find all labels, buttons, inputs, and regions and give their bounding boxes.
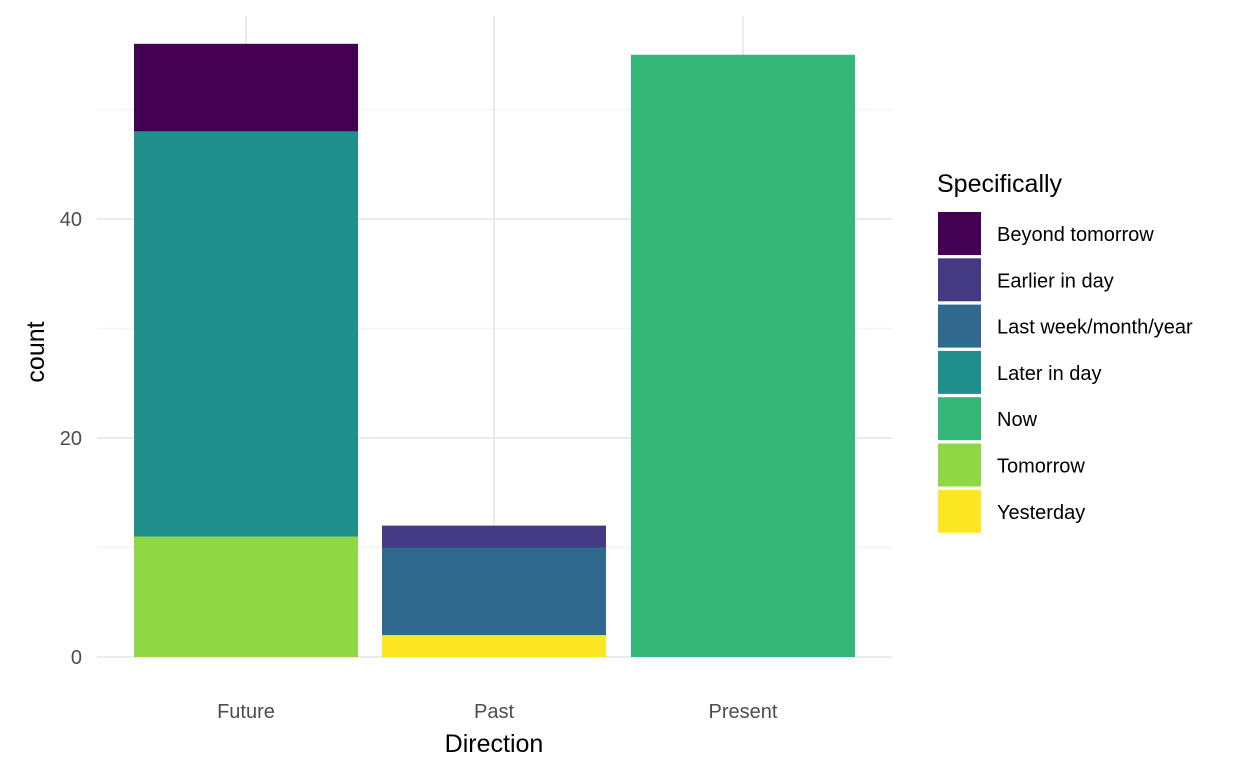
legend-label-tomorrow: Tomorrow bbox=[997, 456, 1085, 478]
y-tick-label: 40 bbox=[60, 209, 82, 231]
legend-key-earlier-in-day bbox=[938, 258, 981, 302]
y-axis-title: count bbox=[22, 321, 50, 382]
legend-key-now bbox=[938, 397, 981, 441]
legend-key-last-week-month-year bbox=[938, 304, 981, 348]
legend-label-later-in-day: Later in day bbox=[997, 363, 1102, 385]
x-axis-title: Direction bbox=[445, 730, 544, 758]
legend-key-later-in-day bbox=[938, 350, 981, 394]
legend-label-yesterday: Yesterday bbox=[997, 502, 1085, 524]
bar-future-tomorrow bbox=[134, 536, 358, 657]
bar-present-now bbox=[631, 54, 855, 657]
legend-title: Specifically bbox=[937, 170, 1063, 198]
bar-future-beyond-tomorrow bbox=[134, 43, 358, 132]
bar-past-last-week-month-year bbox=[382, 547, 606, 636]
x-tick-label-present: Present bbox=[709, 701, 778, 723]
y-tick-label: 20 bbox=[60, 428, 82, 450]
legend-key-beyond-tomorrow bbox=[938, 212, 981, 255]
bar-future-later-in-day bbox=[134, 131, 358, 537]
x-tick-label-past: Past bbox=[474, 701, 514, 723]
legend-key-tomorrow bbox=[938, 443, 981, 487]
legend-label-earlier-in-day: Earlier in day bbox=[997, 270, 1114, 292]
legend-label-last-week-month-year: Last week/month/year bbox=[997, 317, 1193, 339]
legend: Specifically Beyond tomorrow Earlier in d… bbox=[937, 170, 1193, 533]
bar-past-yesterday bbox=[382, 635, 606, 657]
tick-labels: 0 20 40 Future Past Present bbox=[60, 209, 778, 723]
bars bbox=[134, 43, 855, 657]
bar-past-earlier-in-day bbox=[382, 525, 606, 548]
legend-label-now: Now bbox=[997, 409, 1038, 431]
legend-key-yesterday bbox=[938, 489, 981, 533]
y-tick-label: 0 bbox=[71, 647, 82, 669]
legend-label-beyond-tomorrow: Beyond tomorrow bbox=[997, 224, 1154, 246]
x-tick-label-future: Future bbox=[217, 701, 275, 723]
